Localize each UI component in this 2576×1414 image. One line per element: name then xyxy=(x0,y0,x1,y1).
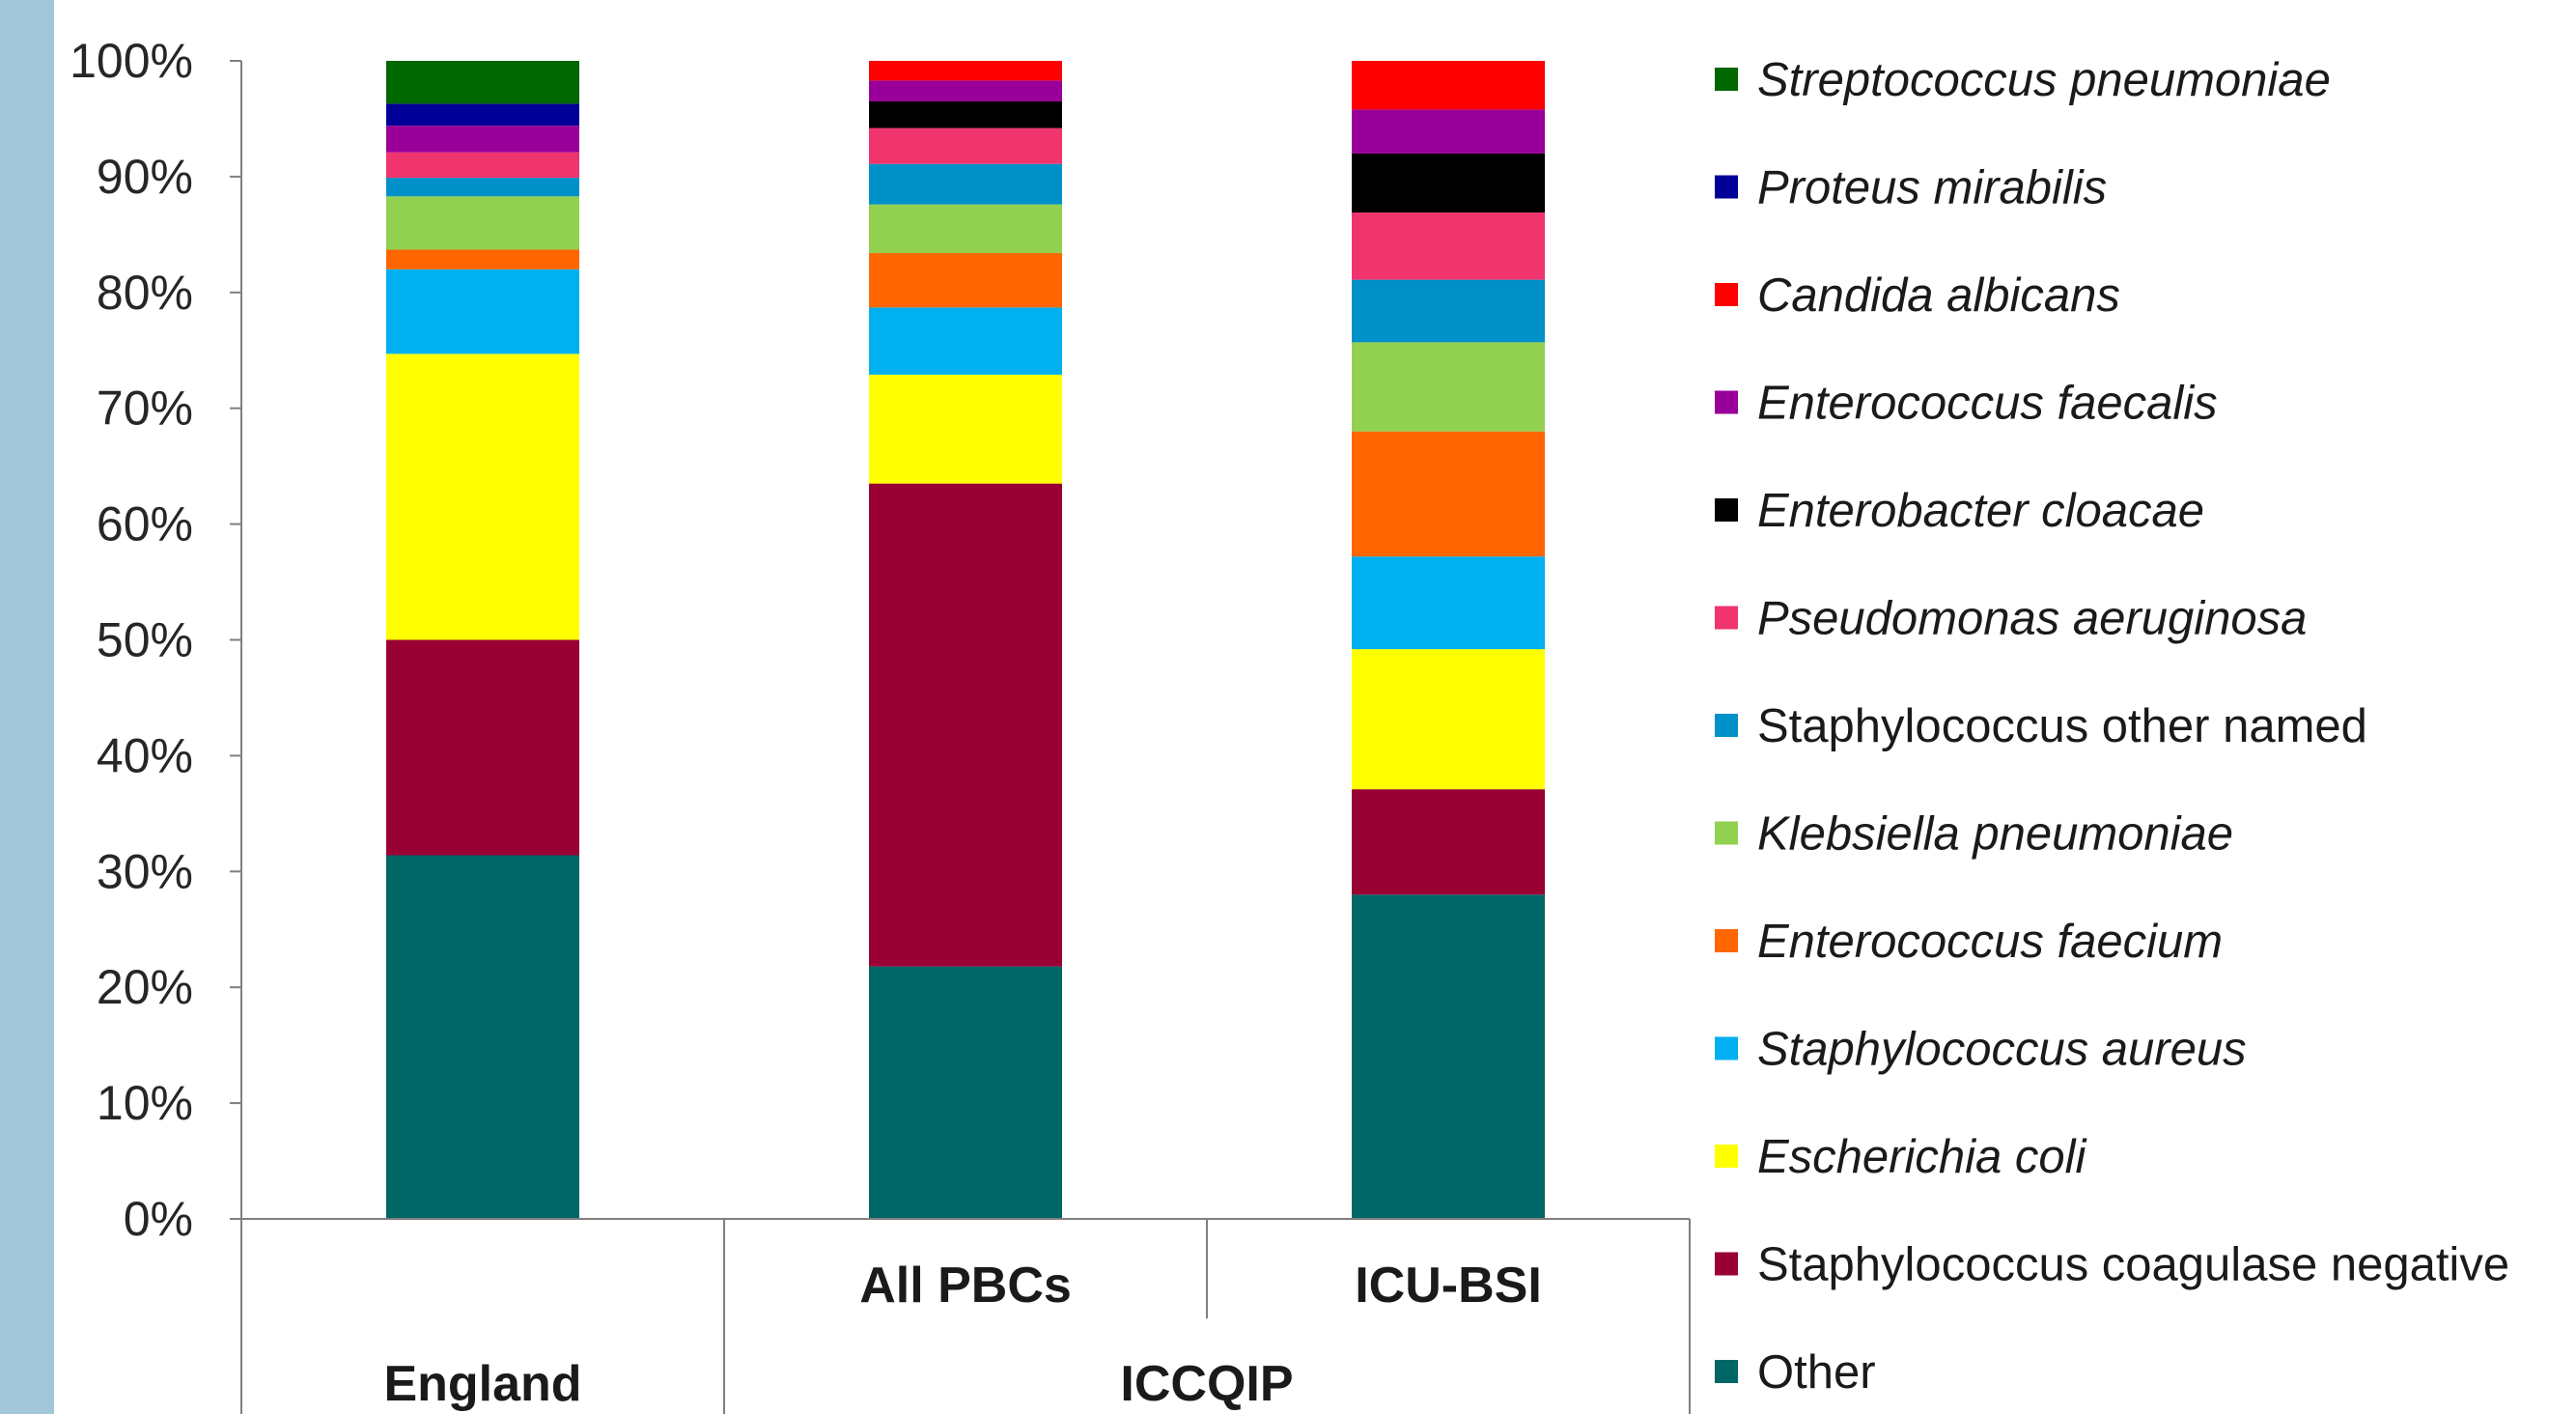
y-tick-label: 90% xyxy=(97,150,193,204)
bar-segment-all-pbcs-staphylococcus-coagulase-negative xyxy=(869,483,1062,967)
legend-swatch-proteus-mirabilis xyxy=(1715,175,1738,199)
legend-swatch-klebsiella-pneumoniae xyxy=(1715,821,1738,845)
legend-label-enterococcus-faecalis: Enterococcus faecalis xyxy=(1757,378,2218,430)
legend-label-staphylococcus-coagulase-negative: Staphylococcus coagulase negative xyxy=(1757,1239,2509,1291)
bar-segment-icu-bsi-staphylococcus-coagulase-negative xyxy=(1352,789,1545,895)
bar-segment-icu-bsi-enterococcus-faecium xyxy=(1352,431,1545,557)
bar-segment-england-escherichia-coli xyxy=(386,354,579,640)
bar-segment-all-pbcs-staphylococcus-aureus xyxy=(869,307,1062,375)
bar-segment-icu-bsi-candida-albicans xyxy=(1352,61,1545,110)
bar-segment-icu-bsi-staphylococcus-aureus xyxy=(1352,556,1545,650)
bars-layer xyxy=(386,61,1545,1219)
legend: Streptococcus pneumoniae Proteus mirabili… xyxy=(1715,54,2509,1399)
legend-label-klebsiella-pneumoniae: Klebsiella pneumoniae xyxy=(1757,808,2233,861)
bar-segment-england-staphylococcus-coagulase-negative xyxy=(386,639,579,856)
legend-label-staphylococcus-aureus: Staphylococcus aureus xyxy=(1757,1024,2247,1076)
legend-swatch-staphylococcus-other-named xyxy=(1715,714,1738,737)
bar-segment-icu-bsi-klebsiella-pneumoniae xyxy=(1352,342,1545,432)
bar-segment-all-pbcs-enterococcus-faecalis xyxy=(869,80,1062,101)
bar-segment-icu-bsi-enterobacter-cloacae xyxy=(1352,153,1545,213)
x-group-label: England xyxy=(383,1356,581,1412)
legend-label-enterobacter-cloacae: Enterobacter cloacae xyxy=(1757,485,2204,537)
bar-segment-icu-bsi-enterococcus-faecalis xyxy=(1352,109,1545,154)
legend-swatch-streptococcus-pneumoniae xyxy=(1715,68,1738,91)
legend-swatch-enterococcus-faecalis xyxy=(1715,390,1738,414)
bar-segment-all-pbcs-other xyxy=(869,966,1062,1219)
legend-label-pseudomonas-aeruginosa: Pseudomonas aeruginosa xyxy=(1757,593,2307,645)
bar-segment-england-staphylococcus-aureus xyxy=(386,269,579,354)
y-tick-label: 0% xyxy=(124,1192,193,1246)
legend-label-enterococcus-faecium: Enterococcus faecium xyxy=(1757,916,2223,968)
x-category-label: All PBCs xyxy=(859,1258,1072,1314)
bar-segment-all-pbcs-enterobacter-cloacae xyxy=(869,100,1062,128)
legend-swatch-staphylococcus-aureus xyxy=(1715,1036,1738,1060)
bar-segment-icu-bsi-pseudomonas-aeruginosa xyxy=(1352,212,1545,280)
bar-segment-icu-bsi-staphylococcus-other-named xyxy=(1352,279,1545,343)
y-tick-label: 20% xyxy=(97,960,193,1014)
bar-segment-icu-bsi-escherichia-coli xyxy=(1352,649,1545,790)
legend-label-streptococcus-pneumoniae: Streptococcus pneumoniae xyxy=(1757,54,2331,106)
bar-segment-all-pbcs-staphylococcus-other-named xyxy=(869,163,1062,205)
bar-segment-all-pbcs-pseudomonas-aeruginosa xyxy=(869,127,1062,164)
legend-label-candida-albicans: Candida albicans xyxy=(1757,269,2120,322)
x-group-label: ICCQIP xyxy=(1120,1356,1293,1412)
x-category-label: ICU-BSI xyxy=(1355,1258,1542,1314)
legend-label-staphylococcus-other-named: Staphylococcus other named xyxy=(1757,700,2367,752)
legend-swatch-staphylococcus-coagulase-negative xyxy=(1715,1252,1738,1276)
bar-segment-england-proteus-mirabilis xyxy=(386,103,579,127)
legend-swatch-other xyxy=(1715,1360,1738,1383)
left-accent-band xyxy=(0,0,54,1414)
bar-segment-england-enterococcus-faecium xyxy=(386,249,579,269)
y-tick-label: 50% xyxy=(97,613,193,667)
bar-segment-england-klebsiella-pneumoniae xyxy=(386,196,579,250)
bar-segment-icu-bsi-other xyxy=(1352,894,1545,1219)
legend-swatch-escherichia-coli xyxy=(1715,1145,1738,1168)
bar-segment-all-pbcs-enterococcus-faecium xyxy=(869,253,1062,308)
y-tick-label: 10% xyxy=(97,1076,193,1130)
axes-layer: 0% 10% 20% 30% 40% 50% 60% 70% 80% 90% 100% All PBC… xyxy=(70,34,1691,1414)
legend-label-other: Other xyxy=(1757,1346,1876,1399)
y-tick-label: 40% xyxy=(97,728,193,782)
bar-segment-england-staphylococcus-other-named xyxy=(386,178,579,197)
bar-segment-england-pseudomonas-aeruginosa xyxy=(386,152,579,179)
bar-segment-all-pbcs-candida-albicans xyxy=(869,61,1062,81)
bar-segment-all-pbcs-escherichia-coli xyxy=(869,374,1062,484)
legend-swatch-enterococcus-faecium xyxy=(1715,929,1738,952)
y-tick-label: 100% xyxy=(70,34,193,88)
bar-segment-england-enterococcus-faecalis xyxy=(386,126,579,153)
bar-segment-england-streptococcus-pneumoniae xyxy=(386,61,579,104)
bar-segment-all-pbcs-klebsiella-pneumoniae xyxy=(869,204,1062,254)
y-tick-label: 60% xyxy=(97,497,193,551)
y-tick-label: 30% xyxy=(97,844,193,898)
legend-label-escherichia-coli: Escherichia coli xyxy=(1757,1131,2087,1183)
legend-swatch-enterobacter-cloacae xyxy=(1715,498,1738,522)
legend-label-proteus-mirabilis: Proteus mirabilis xyxy=(1757,162,2107,214)
legend-swatch-pseudomonas-aeruginosa xyxy=(1715,606,1738,630)
bar-segment-england-other xyxy=(386,855,579,1219)
y-tick-label: 80% xyxy=(97,266,193,320)
y-tick-label: 70% xyxy=(97,382,193,436)
legend-swatch-candida-albicans xyxy=(1715,283,1738,306)
